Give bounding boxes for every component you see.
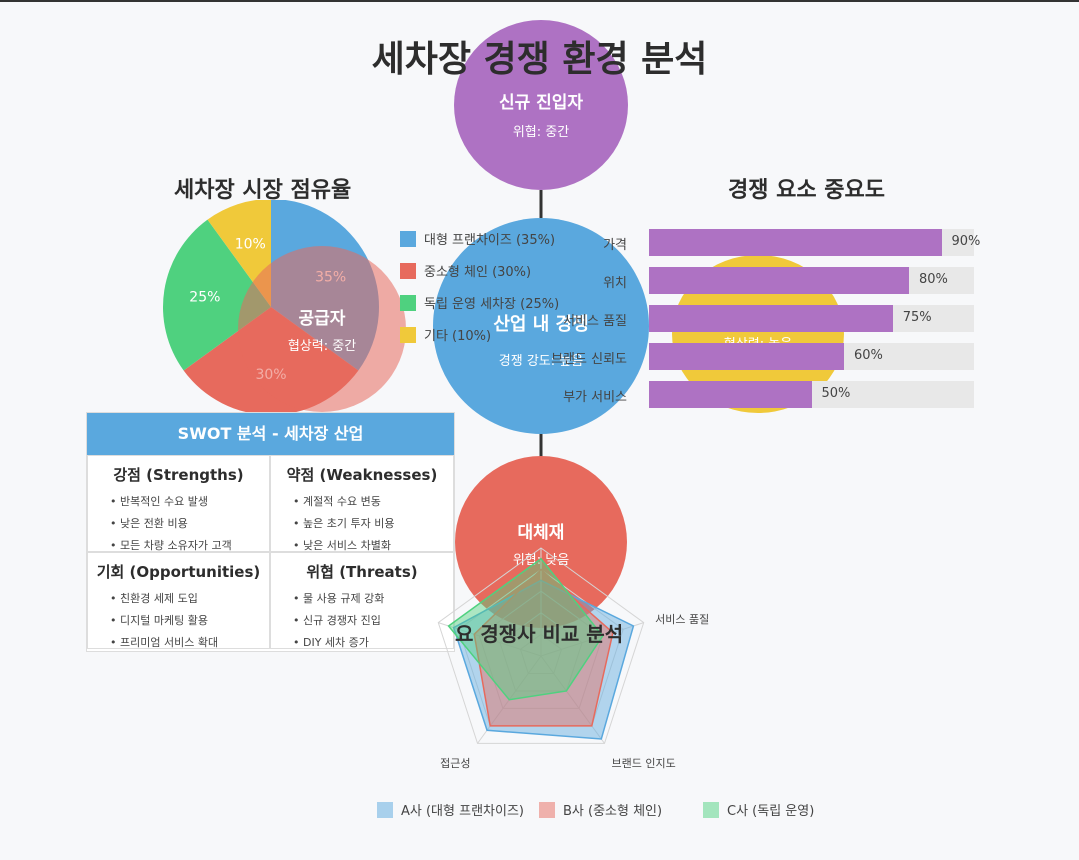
page-title: 세차장 경쟁 환경 분석: [371, 39, 708, 80]
legend-label: 독립 운영 세차장 (25%): [424, 297, 560, 312]
swot-item: 계절적 수요 변동: [293, 491, 453, 513]
radar-grid-ring: [437, 547, 645, 744]
force-rivalry-intensity: 경쟁 강도: 높음: [498, 354, 584, 369]
radar-axis-label: 서비스 품질: [655, 613, 709, 626]
swot-item: 디지털 마케팅 활용: [110, 610, 269, 632]
radar-series-area: [473, 568, 614, 727]
force-rivalry-name: 산업 내 경쟁: [493, 314, 589, 335]
bar-track: 90%: [649, 229, 980, 256]
swot-weaknesses: 약점 (Weaknesses) 계절적 수요 변동 높은 초기 투자 비용 낮은…: [270, 455, 454, 552]
pie-legend-item: 기타 (10%): [400, 325, 491, 344]
pie-legend-item: 독립 운영 세차장 (25%): [400, 293, 559, 312]
legend-swatch: [400, 326, 416, 343]
radar-axis-line: [540, 655, 605, 744]
pie-slice-label: 10%: [235, 236, 266, 252]
swot-threats: 위협 (Threats) 물 사용 규제 강화 신규 경쟁자 진입 DIY 세차…: [270, 552, 454, 649]
swot-title: SWOT 분석 - 세차장 산업: [87, 413, 454, 455]
swot-item: DIY 세차 증가: [293, 632, 453, 654]
bar-category-label: 서비스 품질: [563, 314, 627, 329]
bar-track: 60%: [649, 343, 974, 370]
swot-item: 프리미엄 서비스 확대: [110, 632, 269, 654]
bar: [649, 229, 942, 256]
force-new-entrants-name: 신규 진입자: [498, 93, 584, 113]
swot-panel: SWOT 분석 - 세차장 산업 강점 (Strengths) 반복적인 수요 …: [86, 412, 455, 652]
swot-opportunities-title: 기회 (Opportunities): [96, 563, 261, 581]
radar-grid-ring: [499, 612, 583, 692]
radar-axis-label: 접근성: [440, 757, 470, 770]
radar-legend-item: C사 (독립 운영): [703, 800, 814, 819]
legend-swatch: [400, 262, 416, 279]
importance-title: 경쟁 요소 중요도: [728, 178, 885, 203]
swot-item: 물 사용 규제 강화: [293, 588, 453, 610]
bar: [649, 343, 844, 370]
bar: [649, 267, 909, 294]
legend-label: 기타 (10%): [424, 329, 492, 344]
force-rivalry-circle: 산업 내 경쟁 경쟁 강도: 높음: [433, 218, 649, 434]
market-share-title: 세차장 시장 점유율: [174, 178, 352, 203]
radar-series-area: [452, 579, 635, 740]
force-suppliers-circle: 공급자 협상력: 중간: [238, 246, 406, 412]
legend-label: B사 (중소형 체인): [563, 804, 663, 819]
legend-label: C사 (독립 운영): [727, 804, 815, 819]
pie-slice: [163, 219, 271, 371]
bar-track: 50%: [649, 381, 974, 408]
bar-value-label: 50%: [821, 386, 851, 401]
radar-axis-line: [438, 622, 542, 657]
legend-swatch: [377, 801, 393, 818]
force-new-entrants-circle: 신규 진입자 위협: 중간: [454, 20, 628, 190]
bar-category-label: 브랜드 신뢰도: [551, 352, 627, 367]
bar: [649, 305, 893, 332]
competitor-title: 요 경쟁사 비교 분석: [455, 622, 624, 646]
swot-item: 신규 경쟁자 진입: [293, 610, 453, 632]
swot-opportunities: 기회 (Opportunities) 친환경 세제 도입 디지털 마케팅 활용 …: [87, 552, 270, 649]
pie-slice-label: 25%: [189, 290, 220, 306]
bar-track: 75%: [649, 305, 974, 332]
swot-item: 높은 초기 투자 비용: [293, 513, 453, 535]
window-top-border: [0, 0, 1079, 2]
swot-strengths: 강점 (Strengths) 반복적인 수요 발생 낮은 전환 비용 모든 차량…: [87, 455, 270, 552]
bar-value-label: 60%: [854, 348, 883, 363]
swot-item: 친환경 세제 도입: [110, 588, 269, 610]
pie-legend-item: 중소형 체인 (30%): [400, 261, 531, 280]
swot-item: 낮은 서비스 차별화: [293, 535, 453, 557]
radar-series-area: [447, 557, 604, 701]
legend-label: 대형 프랜차이즈 (35%): [424, 233, 556, 248]
radar-axis-line: [540, 622, 644, 657]
swot-item: 낮은 전환 비용: [110, 513, 269, 535]
force-suppliers-power: 협상력: 중간: [287, 339, 357, 354]
bar: [649, 381, 812, 408]
swot-strengths-title: 강점 (Strengths): [113, 466, 244, 484]
radar-grid-ring: [519, 633, 563, 674]
bar-category-label: 가격: [603, 238, 627, 253]
radar-legend-item: A사 (대형 프랜차이즈): [377, 800, 524, 819]
bar-category-label: 위치: [603, 276, 627, 291]
force-new-entrants-threat: 위협: 중간: [512, 125, 570, 140]
pie-legend-item: 대형 프랜차이즈 (35%): [400, 229, 555, 248]
force-suppliers-name: 공급자: [298, 309, 346, 329]
bar-category-label: 부가 서비스: [563, 390, 627, 405]
radar-legend-item: B사 (중소형 체인): [539, 800, 662, 819]
radar-axis-label: 브랜드 인지도: [612, 757, 676, 770]
swot-weaknesses-title: 약점 (Weaknesses): [286, 466, 438, 484]
bar-track: 80%: [649, 267, 974, 294]
bar-value-label: 90%: [951, 234, 981, 249]
swot-item: 반복적인 수요 발생: [110, 491, 269, 513]
bar-value-label: 75%: [902, 310, 932, 325]
legend-label: 중소형 체인 (30%): [424, 265, 532, 280]
legend-swatch: [400, 294, 416, 311]
legend-swatch: [539, 801, 555, 818]
force-substitutes-name: 대체재: [517, 523, 565, 543]
legend-swatch: [400, 230, 416, 247]
radar-grid-ring: [478, 590, 604, 709]
legend-swatch: [703, 801, 719, 818]
legend-label: A사 (대형 프랜차이즈): [401, 804, 524, 819]
swot-threats-title: 위협 (Threats): [306, 563, 418, 581]
swot-item: 모든 차량 소유자가 고객: [110, 535, 269, 557]
bar-value-label: 80%: [919, 272, 948, 287]
